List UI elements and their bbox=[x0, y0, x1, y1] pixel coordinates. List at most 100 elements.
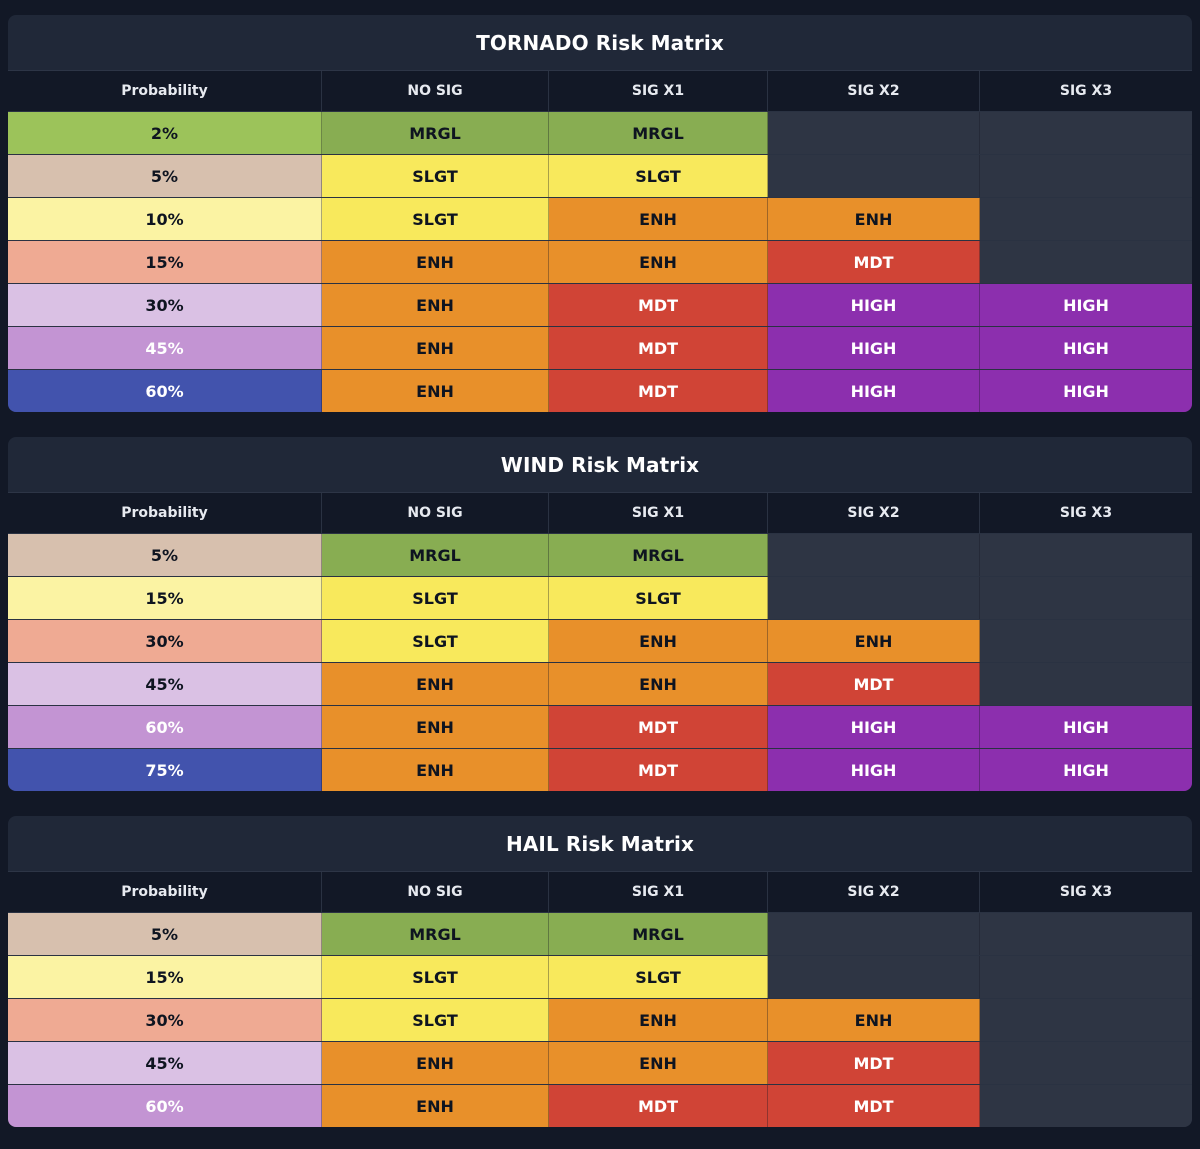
probability-cell: 30% bbox=[8, 284, 322, 326]
risk-cell-enh: ENH bbox=[549, 241, 768, 283]
probability-cell: 10% bbox=[8, 198, 322, 240]
table-header-row: Probability NO SIG SIG X1 SIG X2 SIG X3 bbox=[8, 493, 1192, 533]
empty-cell bbox=[768, 112, 980, 154]
risk-cell-mdt: MDT bbox=[768, 1085, 980, 1127]
column-header: SIG X3 bbox=[1059, 884, 1113, 900]
risk-cell-slgt: SLGT bbox=[322, 956, 549, 998]
risk-cell-enh: ENH bbox=[768, 999, 980, 1041]
empty-cell bbox=[980, 1042, 1192, 1084]
risk-cell-enh: ENH bbox=[322, 284, 549, 326]
risk-cell-mrgl: MRGL bbox=[322, 534, 549, 576]
risk-cell-slgt: SLGT bbox=[322, 620, 549, 662]
matrix-title: HAIL Risk Matrix bbox=[8, 816, 1192, 872]
risk-cell-enh: ENH bbox=[322, 370, 549, 412]
empty-cell bbox=[980, 620, 1192, 662]
table-row: 60% ENH MDT MDT bbox=[8, 1084, 1192, 1127]
empty-cell bbox=[980, 198, 1192, 240]
table-row: 15% SLGT SLGT bbox=[8, 955, 1192, 998]
risk-cell-mdt: MDT bbox=[549, 1085, 768, 1127]
wind-risk-matrix: WIND Risk Matrix Probability NO SIG SIG X1 S… bbox=[8, 437, 1192, 791]
risk-cell-high: HIGH bbox=[980, 284, 1192, 326]
risk-cell-enh: ENH bbox=[768, 198, 980, 240]
column-header: NO SIG bbox=[322, 872, 549, 912]
column-header: SIG X2 bbox=[768, 872, 980, 912]
empty-cell bbox=[768, 913, 980, 955]
column-header: NO SIG bbox=[322, 71, 549, 111]
matrix-title: WIND Risk Matrix bbox=[8, 437, 1192, 493]
risk-cell-mdt: MDT bbox=[549, 706, 768, 748]
probability-cell: 60% bbox=[8, 1085, 322, 1127]
probability-cell: 60% bbox=[8, 706, 322, 748]
risk-cell-enh: ENH bbox=[322, 706, 549, 748]
risk-cell-mrgl: MRGL bbox=[322, 913, 549, 955]
probability-cell: 15% bbox=[8, 577, 322, 619]
risk-cell-enh: ENH bbox=[322, 1042, 549, 1084]
table-header-row: Probability NO SIG SIG X1 SIG X2 SIG X3 bbox=[8, 71, 1192, 111]
risk-cell-slgt: SLGT bbox=[322, 198, 549, 240]
risk-cell-high: HIGH bbox=[768, 284, 980, 326]
probability-cell: 5% bbox=[8, 534, 322, 576]
empty-cell bbox=[980, 534, 1192, 576]
probability-cell: 60% bbox=[8, 370, 322, 412]
risk-cell-mdt: MDT bbox=[549, 749, 768, 791]
table-row: 30% SLGT ENH ENH bbox=[8, 998, 1192, 1041]
empty-cell bbox=[980, 913, 1192, 955]
risk-cell-mrgl: MRGL bbox=[322, 112, 549, 154]
table-row: 45% ENH ENH MDT bbox=[8, 1041, 1192, 1084]
risk-cell-high: HIGH bbox=[768, 706, 980, 748]
empty-cell bbox=[980, 112, 1192, 154]
risk-cell-slgt: SLGT bbox=[322, 155, 549, 197]
risk-cell-mdt: MDT bbox=[549, 284, 768, 326]
risk-cell-enh: ENH bbox=[549, 663, 768, 705]
risk-cell-high: HIGH bbox=[980, 370, 1192, 412]
probability-cell: 45% bbox=[8, 327, 322, 369]
empty-cell bbox=[980, 1085, 1192, 1127]
empty-cell bbox=[980, 956, 1192, 998]
risk-cell-mrgl: MRGL bbox=[549, 534, 768, 576]
risk-cell-enh: ENH bbox=[549, 620, 768, 662]
risk-cell-mdt: MDT bbox=[549, 370, 768, 412]
table-row: 60% ENH MDT HIGH HIGH bbox=[8, 705, 1192, 748]
probability-cell: 30% bbox=[8, 999, 322, 1041]
risk-cell-enh: ENH bbox=[322, 241, 549, 283]
table-row: 5% MRGL MRGL bbox=[8, 533, 1192, 576]
table-row: 45% ENH ENH MDT bbox=[8, 662, 1192, 705]
risk-cell-enh: ENH bbox=[549, 1042, 768, 1084]
risk-cell-mdt: MDT bbox=[768, 1042, 980, 1084]
risk-cell-enh: ENH bbox=[322, 749, 549, 791]
table-row: 5% SLGT SLGT bbox=[8, 154, 1192, 197]
table-row: 15% ENH ENH MDT bbox=[8, 240, 1192, 283]
table-row: 10% SLGT ENH ENH bbox=[8, 197, 1192, 240]
risk-cell-high: HIGH bbox=[768, 749, 980, 791]
column-header: SIG X3 bbox=[1059, 505, 1113, 521]
risk-cell-slgt: SLGT bbox=[549, 155, 768, 197]
column-header: SIG X1 bbox=[549, 872, 768, 912]
empty-cell bbox=[768, 155, 980, 197]
probability-cell: 5% bbox=[8, 155, 322, 197]
column-header: NO SIG bbox=[322, 493, 549, 533]
probability-cell: 5% bbox=[8, 913, 322, 955]
risk-cell-enh: ENH bbox=[322, 663, 549, 705]
risk-cell-mdt: MDT bbox=[768, 663, 980, 705]
probability-cell: 45% bbox=[8, 663, 322, 705]
probability-cell: 15% bbox=[8, 956, 322, 998]
risk-cell-high: HIGH bbox=[980, 749, 1192, 791]
tornado-risk-matrix: TORNADO Risk Matrix Probability NO SIG SIG … bbox=[8, 15, 1192, 412]
risk-cell-enh: ENH bbox=[549, 999, 768, 1041]
empty-cell bbox=[980, 577, 1192, 619]
column-header: SIG X2 bbox=[768, 493, 980, 533]
hail-risk-matrix: HAIL Risk Matrix Probability NO SIG SIG X1 S… bbox=[8, 816, 1192, 1127]
column-header: SIG X2 bbox=[768, 71, 980, 111]
empty-cell bbox=[980, 663, 1192, 705]
risk-cell-enh: ENH bbox=[322, 1085, 549, 1127]
column-header: SIG X1 bbox=[549, 71, 768, 111]
empty-cell bbox=[980, 155, 1192, 197]
probability-cell: 30% bbox=[8, 620, 322, 662]
risk-cell-slgt: SLGT bbox=[549, 956, 768, 998]
empty-cell bbox=[768, 577, 980, 619]
table-row: 15% SLGT SLGT bbox=[8, 576, 1192, 619]
empty-cell bbox=[768, 956, 980, 998]
table-row: 60% ENH MDT HIGH HIGH bbox=[8, 369, 1192, 412]
risk-cell-high: HIGH bbox=[980, 706, 1192, 748]
